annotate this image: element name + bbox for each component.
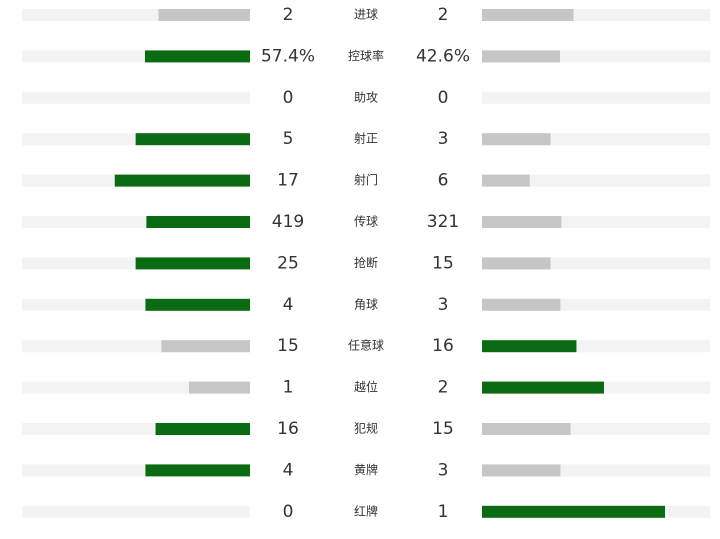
home-bar: [161, 340, 250, 353]
home-bar: [158, 9, 250, 21]
away-value: 2: [438, 378, 449, 398]
stat-label: 助攻: [354, 90, 378, 104]
stat-label: 任意球: [348, 338, 384, 353]
home-bar: [145, 464, 250, 477]
stat-label: 射门: [354, 172, 378, 187]
away-bar: [482, 9, 574, 21]
home-bar: [135, 257, 250, 270]
stat-label: 控球率: [348, 48, 384, 63]
away-value: 42.6%: [416, 46, 470, 66]
stat-label: 犯规: [354, 421, 378, 436]
home-bar: [135, 133, 250, 146]
away-value: 16: [432, 336, 454, 356]
stat-label: 射正: [354, 131, 378, 146]
stat-label: 进球: [354, 8, 378, 22]
away-bar: [482, 257, 551, 270]
away-bar: [482, 50, 560, 63]
away-bar: [482, 423, 571, 435]
away-bar: [482, 216, 562, 228]
stat-label: 红牌: [354, 503, 378, 518]
stat-label: 角球: [354, 297, 378, 311]
home-value: 5: [283, 129, 294, 149]
home-value: 17: [277, 171, 299, 191]
home-value: 2: [283, 5, 294, 25]
home-value: 0: [283, 88, 294, 108]
away-bar: [482, 340, 577, 353]
away-value: 15: [432, 253, 454, 273]
away-bar: [482, 174, 530, 187]
home-bar: [155, 423, 250, 435]
stat-label: 越位: [354, 379, 378, 394]
home-value: 16: [277, 419, 299, 439]
stat-label: 抢断: [354, 255, 378, 270]
away-bar: [482, 464, 561, 477]
away-value: 3: [438, 129, 449, 149]
home-value: 1: [283, 378, 294, 398]
away-bar: [482, 381, 604, 394]
home-bar: [189, 381, 250, 394]
home-value: 25: [277, 253, 299, 273]
home-value: 0: [283, 502, 294, 522]
home-bar: [114, 174, 250, 187]
track: [482, 174, 710, 187]
away-value: 0: [438, 88, 449, 108]
home-value: 4: [283, 295, 294, 315]
away-bar: [482, 298, 561, 311]
track: [22, 505, 250, 518]
home-value: 4: [283, 460, 294, 480]
track: [22, 91, 250, 104]
track: [482, 91, 710, 104]
away-value: 3: [438, 460, 449, 480]
away-value: 15: [432, 419, 454, 439]
home-value: 419: [272, 212, 304, 232]
away-bar: [482, 505, 665, 518]
home-value: 57.4%: [261, 46, 315, 66]
away-value: 1: [438, 502, 449, 522]
away-value: 3: [438, 295, 449, 315]
home-value: 15: [277, 336, 299, 356]
home-bar: [144, 50, 250, 63]
away-bar: [482, 133, 551, 146]
away-value: 6: [438, 171, 449, 191]
away-value: 2: [438, 5, 449, 25]
away-value: 321: [427, 212, 459, 232]
home-bar: [146, 216, 250, 228]
stat-label: 传球: [354, 214, 378, 229]
stat-label: 黄牌: [354, 463, 378, 477]
home-bar: [145, 298, 250, 311]
